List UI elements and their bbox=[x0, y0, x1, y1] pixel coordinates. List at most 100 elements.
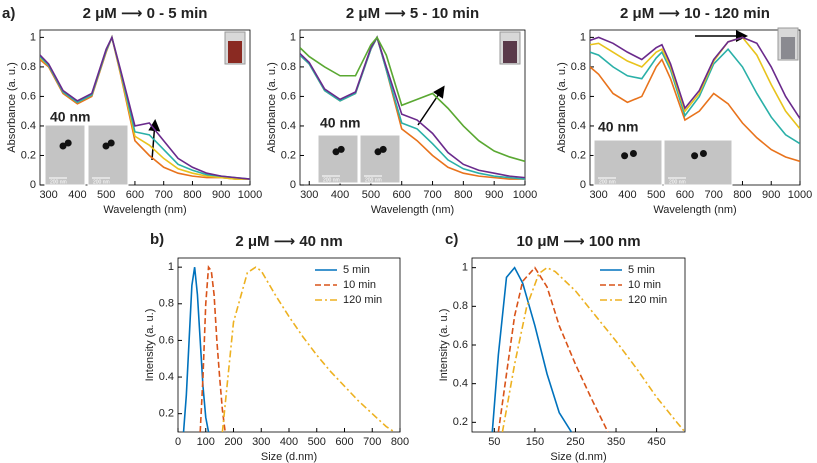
y-tick-label: 0.6 bbox=[453, 339, 468, 351]
x-tick-label: 1000 bbox=[513, 189, 537, 201]
series-line bbox=[590, 36, 800, 130]
x-tick-label: 700 bbox=[155, 189, 173, 201]
y-axis-label: Absorbance (a. u.) bbox=[266, 62, 278, 153]
series-line bbox=[40, 34, 250, 180]
x-axis-label: Wavelength (nm) bbox=[371, 204, 454, 216]
legend-label: 120 min bbox=[628, 294, 667, 306]
chart-title: 10 μM ⟶ 100 nm bbox=[516, 233, 640, 250]
y-tick-label: 0.2 bbox=[281, 149, 296, 161]
legend-label: 120 min bbox=[343, 294, 382, 306]
chart-title: 2 μM ⟶ 10 - 120 min bbox=[620, 5, 770, 22]
x-tick-label: 500 bbox=[97, 189, 115, 201]
y-tick-label: 0.8 bbox=[571, 61, 586, 73]
particle bbox=[621, 152, 629, 160]
x-tick-label: 500 bbox=[362, 189, 380, 201]
plot-frame bbox=[299, 29, 526, 186]
y-tick-label: 0.4 bbox=[159, 371, 174, 383]
x-tick-label: 1000 bbox=[238, 189, 262, 201]
y-tick-label: 0.4 bbox=[281, 120, 296, 132]
x-tick-label: 250 bbox=[566, 436, 584, 448]
y-tick-label: 0.8 bbox=[453, 300, 468, 312]
x-axis-label: Wavelength (nm) bbox=[653, 204, 736, 216]
x-axis-label: Wavelength (nm) bbox=[103, 204, 186, 216]
y-tick-label: 0 bbox=[580, 179, 586, 191]
x-tick-label: 300 bbox=[300, 189, 318, 201]
cuvette-liquid bbox=[228, 41, 242, 63]
x-tick-label: 900 bbox=[762, 189, 780, 201]
y-tick-label: 0.2 bbox=[571, 149, 586, 161]
x-tick-label: 700 bbox=[705, 189, 723, 201]
y-tick-label: 0.4 bbox=[571, 120, 586, 132]
x-tick-label: 400 bbox=[331, 189, 349, 201]
x-tick-label: 600 bbox=[676, 189, 694, 201]
legend-label: 10 min bbox=[628, 279, 661, 291]
scale-label: 200 nm bbox=[323, 177, 340, 183]
series-line bbox=[590, 36, 800, 120]
y-axis-label: Intensity (a. u.) bbox=[144, 309, 156, 382]
x-tick-label: 800 bbox=[391, 436, 409, 448]
series-line bbox=[300, 35, 525, 180]
panel-label: a) bbox=[2, 5, 15, 22]
cuvette-liquid bbox=[781, 37, 795, 59]
x-tick-label: 450 bbox=[647, 436, 665, 448]
y-tick-label: 1 bbox=[30, 31, 36, 43]
cuvette-liquid bbox=[503, 41, 517, 63]
x-axis-label: Size (d.nm) bbox=[261, 451, 317, 463]
x-tick-label: 600 bbox=[393, 189, 411, 201]
x-tick-label: 500 bbox=[308, 436, 326, 448]
size-annotation: 40 nm bbox=[320, 115, 360, 131]
scale-label: 200 nm bbox=[599, 179, 616, 185]
tem-image bbox=[317, 134, 359, 184]
legend-label: 10 min bbox=[343, 279, 376, 291]
x-tick-label: 300 bbox=[39, 189, 57, 201]
x-tick-label: 800 bbox=[183, 189, 201, 201]
series-line bbox=[199, 264, 226, 432]
particle bbox=[332, 148, 340, 156]
y-axis-label: Absorbance (a. u.) bbox=[6, 62, 18, 153]
x-tick-label: 150 bbox=[526, 436, 544, 448]
y-tick-label: 0 bbox=[30, 179, 36, 191]
x-tick-label: 400 bbox=[618, 189, 636, 201]
scale-label: 200 nm bbox=[50, 179, 67, 185]
x-tick-label: 600 bbox=[335, 436, 353, 448]
x-tick-label: 300 bbox=[252, 436, 270, 448]
series-line bbox=[221, 266, 395, 432]
panel-label: b) bbox=[150, 231, 164, 248]
x-tick-label: 300 bbox=[589, 189, 607, 201]
x-tick-label: 700 bbox=[423, 189, 441, 201]
x-tick-label: 500 bbox=[647, 189, 665, 201]
legend-label: 5 min bbox=[628, 264, 655, 276]
particle bbox=[379, 145, 387, 153]
series-line bbox=[182, 267, 210, 432]
particle bbox=[59, 142, 67, 150]
series-line bbox=[491, 266, 573, 432]
y-tick-label: 0 bbox=[290, 179, 296, 191]
series-line bbox=[501, 266, 685, 432]
particle bbox=[629, 150, 637, 157]
x-tick-label: 800 bbox=[454, 189, 472, 201]
y-axis-label: Intensity (a. u.) bbox=[438, 309, 450, 382]
y-tick-label: 1 bbox=[290, 31, 296, 43]
scale-label: 200 nm bbox=[669, 179, 686, 185]
x-tick-label: 900 bbox=[212, 189, 230, 201]
tem-image bbox=[87, 124, 129, 186]
scale-label: 200 nm bbox=[365, 177, 382, 183]
y-tick-label: 1 bbox=[580, 31, 586, 43]
x-tick-label: 800 bbox=[733, 189, 751, 201]
y-tick-label: 0.2 bbox=[159, 408, 174, 420]
y-tick-label: 0.4 bbox=[21, 120, 36, 132]
x-tick-label: 100 bbox=[197, 436, 215, 448]
y-tick-label: 0.8 bbox=[21, 61, 36, 73]
x-tick-label: 0 bbox=[175, 436, 181, 448]
plot-frame bbox=[39, 29, 251, 186]
chart-title: 2 μM ⟶ 0 - 5 min bbox=[83, 5, 208, 22]
legend-label: 5 min bbox=[343, 264, 370, 276]
y-tick-label: 0.8 bbox=[159, 298, 174, 310]
size-annotation: 40 nm bbox=[598, 119, 638, 135]
y-tick-label: 0.2 bbox=[21, 149, 36, 161]
particle bbox=[102, 142, 110, 150]
x-axis-label: Size (d.nm) bbox=[550, 451, 606, 463]
scale-label: 200 nm bbox=[93, 179, 110, 185]
x-tick-label: 900 bbox=[485, 189, 503, 201]
